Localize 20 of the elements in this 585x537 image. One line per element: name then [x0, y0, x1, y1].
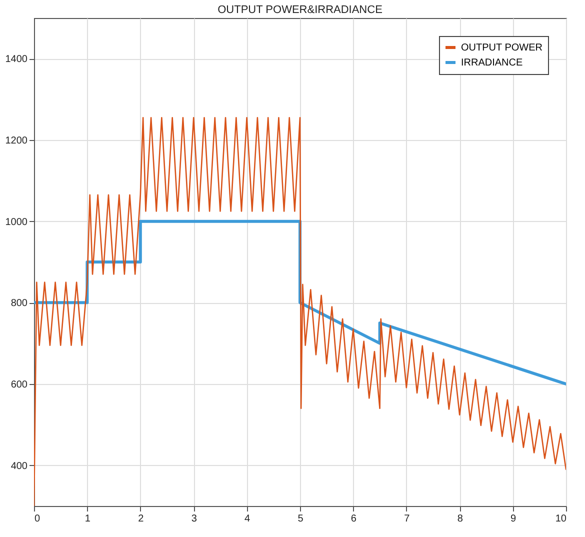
- x-tick-label: 6: [350, 514, 357, 524]
- y-tick-label: 400: [10, 460, 28, 472]
- x-tick-label: 1: [84, 514, 91, 524]
- chart-title: OUTPUT POWER&IRRADIANCE: [218, 4, 382, 16]
- y-tick-label: 1000: [5, 216, 28, 228]
- x-tick-label: 10: [555, 514, 567, 524]
- x-tick-label: 3: [191, 514, 198, 524]
- x-tick-label: 8: [457, 514, 464, 524]
- x-tick-label: 2: [138, 514, 144, 524]
- legend-label: OUTPUT POWER: [461, 42, 542, 54]
- legend-label: IRRADIANCE: [461, 58, 524, 68]
- x-tick-label: 7: [404, 514, 410, 524]
- y-tick-label: 800: [10, 298, 28, 310]
- x-tick-label: 0: [34, 514, 40, 524]
- x-tick-label: 4: [244, 514, 251, 524]
- x-tick-label: 9: [510, 514, 517, 524]
- y-tick-label: 1400: [5, 54, 28, 66]
- y-tick-label: 1200: [5, 136, 28, 146]
- y-tick-label: 600: [10, 380, 28, 390]
- x-tick-label: 5: [298, 514, 304, 524]
